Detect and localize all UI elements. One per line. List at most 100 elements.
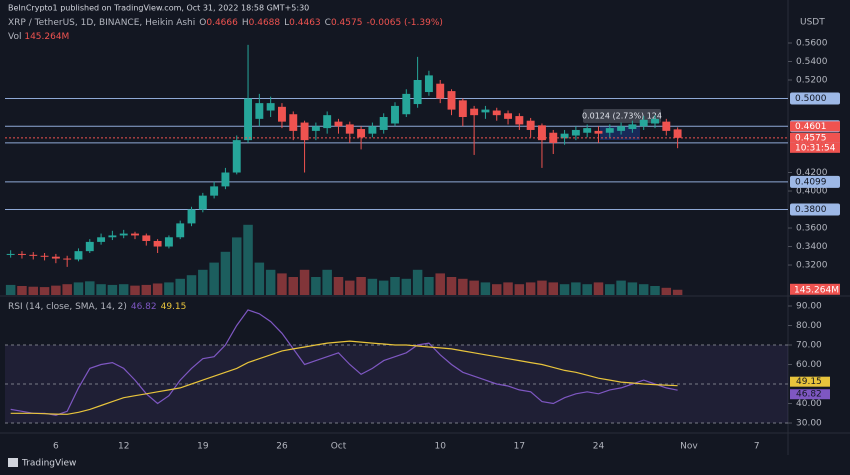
volume-bar	[299, 269, 310, 295]
volume-bar	[390, 277, 400, 295]
candle-body	[6, 253, 15, 255]
x-tick-label: 19	[197, 442, 209, 452]
volume-bar	[548, 282, 559, 295]
volume-bar	[186, 275, 197, 295]
volume-bar	[638, 284, 649, 295]
x-tick-label: 12	[118, 442, 129, 452]
rsi-tag	[790, 389, 830, 400]
volume-tag-label: 145.264M	[794, 285, 839, 295]
rsi-tick-label: 80.00	[796, 321, 822, 331]
candle-body	[605, 128, 614, 133]
level-tag	[790, 175, 840, 188]
candle-body	[345, 124, 354, 134]
rsi-tag-label: 49.15	[796, 377, 822, 387]
volume-bar	[39, 287, 50, 295]
y-tick-label: 0.5600	[796, 39, 828, 49]
countdown: 10:31:54	[795, 143, 836, 153]
candle-body	[289, 114, 298, 131]
candle-body	[662, 121, 671, 131]
rsi-tick-label: 40.00	[796, 399, 822, 409]
published-note: BeInCrypto1 published on TradingView.com…	[8, 4, 309, 13]
volume-bar	[582, 284, 592, 295]
volume-bar	[277, 273, 287, 295]
candle-body	[311, 126, 320, 131]
candle-body	[357, 129, 366, 138]
volume-bar	[51, 285, 61, 295]
level-tag	[790, 92, 840, 105]
price-tag-label: 0.4575	[795, 133, 827, 143]
volume-bar	[616, 280, 626, 295]
volume-bar	[62, 284, 72, 295]
volume-bar	[141, 284, 152, 295]
volume-bar	[424, 277, 434, 295]
volume-bar	[525, 282, 536, 295]
candle-body	[504, 113, 512, 119]
candle-body	[85, 241, 94, 252]
candle-body	[424, 75, 433, 93]
candle-body	[300, 122, 309, 141]
volume-bar	[469, 280, 479, 295]
candle-body	[481, 109, 490, 113]
candle-body	[538, 125, 546, 141]
symbol: XRP / TetherUS, 1D, BINANCE, Heikin Ashi	[8, 18, 195, 28]
candle-body	[583, 128, 592, 133]
legend-value: 0.4666	[206, 18, 238, 28]
volume-bar	[345, 280, 355, 295]
x-tick-label: 26	[276, 442, 288, 452]
x-tick-label: 17	[514, 442, 525, 452]
volume-bar	[378, 280, 389, 295]
volume-bar	[401, 278, 412, 295]
symbol-line: XRP / TetherUS, 1D, BINANCE, Heikin Ashi…	[8, 18, 443, 28]
volume-bar	[412, 269, 423, 295]
volume-bar	[559, 284, 570, 295]
candle-body	[40, 255, 49, 257]
rsi-legend-value: 49.15	[161, 302, 187, 312]
price-tag	[790, 121, 840, 132]
brand: TradingView	[8, 458, 76, 469]
y-tick-label: 0.3600	[796, 224, 828, 234]
candle-body	[119, 233, 128, 236]
y-tick-label: 0.3400	[796, 242, 828, 252]
x-tick-label: Oct	[331, 442, 347, 452]
rsi-tag-label: 46.82	[796, 390, 822, 400]
volume-bar	[333, 277, 344, 295]
rsi-line	[10, 309, 678, 416]
candle-body	[594, 130, 603, 134]
candle-body	[492, 110, 501, 116]
volume-bar	[198, 269, 208, 295]
rsi-tick-label: 30.00	[796, 419, 822, 429]
rsi-tag	[790, 376, 830, 387]
currency: USDT	[800, 18, 825, 28]
candle-body	[63, 258, 72, 260]
volume-bar	[209, 262, 219, 295]
rsi-legend-value: 46.82	[131, 302, 157, 312]
measure-label: 0.0124 (2.73%) 124	[582, 112, 662, 121]
price-tag	[790, 132, 840, 143]
candle-body	[560, 133, 569, 139]
candle-body	[232, 140, 241, 173]
volume-bar	[480, 282, 491, 295]
price-tag-label: 0.4601	[795, 122, 827, 132]
volume-bar	[311, 277, 321, 295]
volume-bar	[435, 273, 445, 295]
candle-body	[617, 126, 626, 131]
volume-bar	[672, 289, 683, 295]
y-tick-label: 0.4200	[796, 168, 828, 178]
legend-key: L	[284, 18, 289, 28]
x-tick-label: 6	[53, 442, 59, 452]
candle-body	[142, 235, 151, 241]
candle-body	[526, 120, 535, 130]
candle-body	[571, 129, 580, 136]
volume-legend-value: 145.264M	[24, 32, 69, 42]
volume-bar	[73, 282, 84, 295]
candle-body	[108, 235, 117, 238]
y-tick-label: 0.5200	[796, 76, 828, 86]
level-label: 0.3800	[795, 205, 827, 215]
countdown-tag	[790, 142, 840, 153]
candle-body	[651, 118, 659, 124]
volume-bar	[164, 282, 174, 295]
volume-bar	[220, 251, 231, 295]
rsi-line	[10, 340, 678, 415]
candle-body	[210, 186, 219, 196]
brand-name: TradingView	[21, 459, 76, 469]
